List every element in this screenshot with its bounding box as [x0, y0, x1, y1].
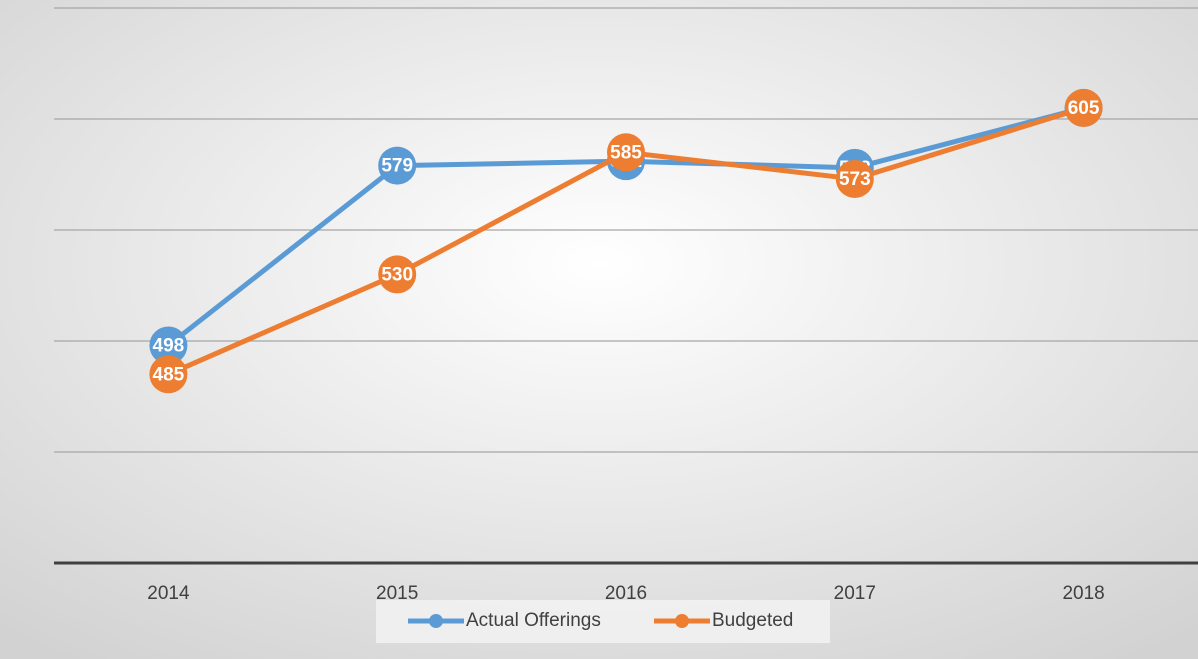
x-tick-label: 2016 — [605, 583, 647, 604]
data-label: 530 — [381, 264, 413, 285]
plot: 2014201520162017201849857958157860548553… — [147, 88, 1105, 604]
legend-label: Actual Offerings — [466, 610, 601, 631]
data-point — [149, 326, 188, 365]
data-point — [1064, 88, 1103, 127]
data-point — [378, 146, 417, 185]
x-tick-label: 2018 — [1062, 583, 1104, 604]
data-label: 585 — [610, 142, 642, 163]
data-point — [607, 133, 645, 172]
legend-swatch-marker — [429, 614, 443, 628]
data-point — [835, 159, 874, 198]
legend-label: Budgeted — [712, 610, 793, 631]
x-tick-label: 2014 — [147, 583, 190, 604]
x-tick-label: 2017 — [834, 583, 876, 604]
data-label: 485 — [153, 364, 185, 385]
data-label: 498 — [153, 335, 185, 356]
legend-swatch-marker — [675, 614, 689, 628]
data-point — [378, 255, 417, 294]
data-label: 579 — [381, 156, 413, 177]
x-tick-label: 2015 — [376, 583, 418, 604]
data-label: 605 — [1068, 98, 1100, 119]
data-point — [149, 355, 188, 394]
legend: Actual Offerings Budgeted — [408, 610, 793, 631]
data-label: 573 — [839, 169, 871, 190]
